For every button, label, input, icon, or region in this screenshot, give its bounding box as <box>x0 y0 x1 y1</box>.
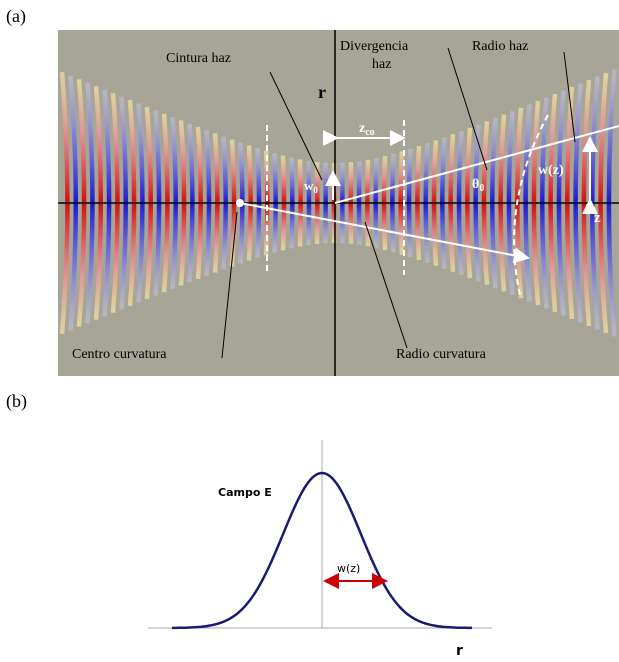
symbol: w0 <box>304 178 318 195</box>
leader <box>221 211 238 359</box>
leader <box>563 51 576 143</box>
width-label: w(z) <box>337 562 360 575</box>
field-label: Campo E <box>218 486 272 499</box>
curvature-center <box>236 199 244 207</box>
wavefront <box>513 114 549 296</box>
subscript: 0 <box>313 185 318 195</box>
curvature-radius <box>239 202 530 264</box>
field-curve <box>172 471 472 630</box>
symbol: w <box>304 178 314 193</box>
subscript: 0 <box>479 183 484 194</box>
annotation: Radio curvatura <box>396 347 487 362</box>
subscript: co <box>365 127 374 138</box>
annotation: Centro curvatura <box>72 347 167 362</box>
annotation: Divergencia <box>340 39 409 54</box>
symbol: θ <box>472 177 479 192</box>
symbol: r <box>318 82 326 102</box>
symbol: w(z) <box>538 163 564 178</box>
leader <box>364 221 408 349</box>
symbol: z <box>594 210 601 226</box>
symbol: zco <box>359 121 375 138</box>
panel-label: (a) <box>6 6 26 27</box>
beam-lines <box>58 30 619 376</box>
annotation: Cintura haz <box>166 51 231 66</box>
annotation: haz <box>372 57 391 72</box>
axis-label: r <box>456 643 463 659</box>
symbol: θ0 <box>472 177 484 194</box>
divergence-line <box>334 125 619 204</box>
leader <box>269 71 323 181</box>
panel-label: (b) <box>6 391 27 412</box>
leader <box>447 47 488 171</box>
annotation: Radio haz <box>472 39 528 54</box>
symbol: z <box>359 121 365 136</box>
